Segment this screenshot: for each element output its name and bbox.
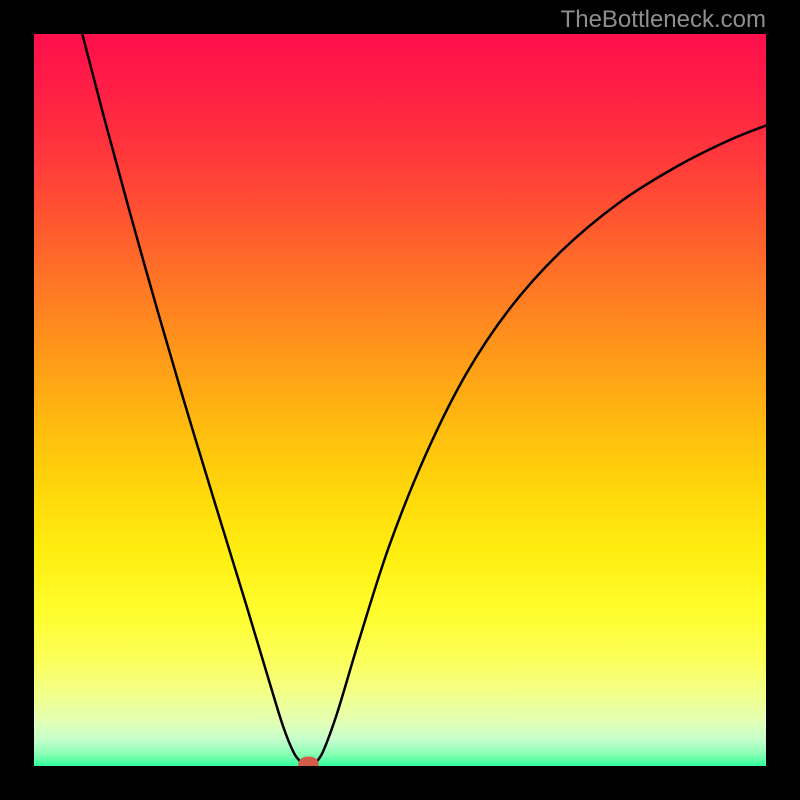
chart-stage: TheBottleneck.com: [0, 0, 800, 800]
bottleneck-curve-chart: [34, 34, 766, 766]
watermark-text: TheBottleneck.com: [561, 6, 766, 34]
plot-area: [34, 34, 766, 766]
